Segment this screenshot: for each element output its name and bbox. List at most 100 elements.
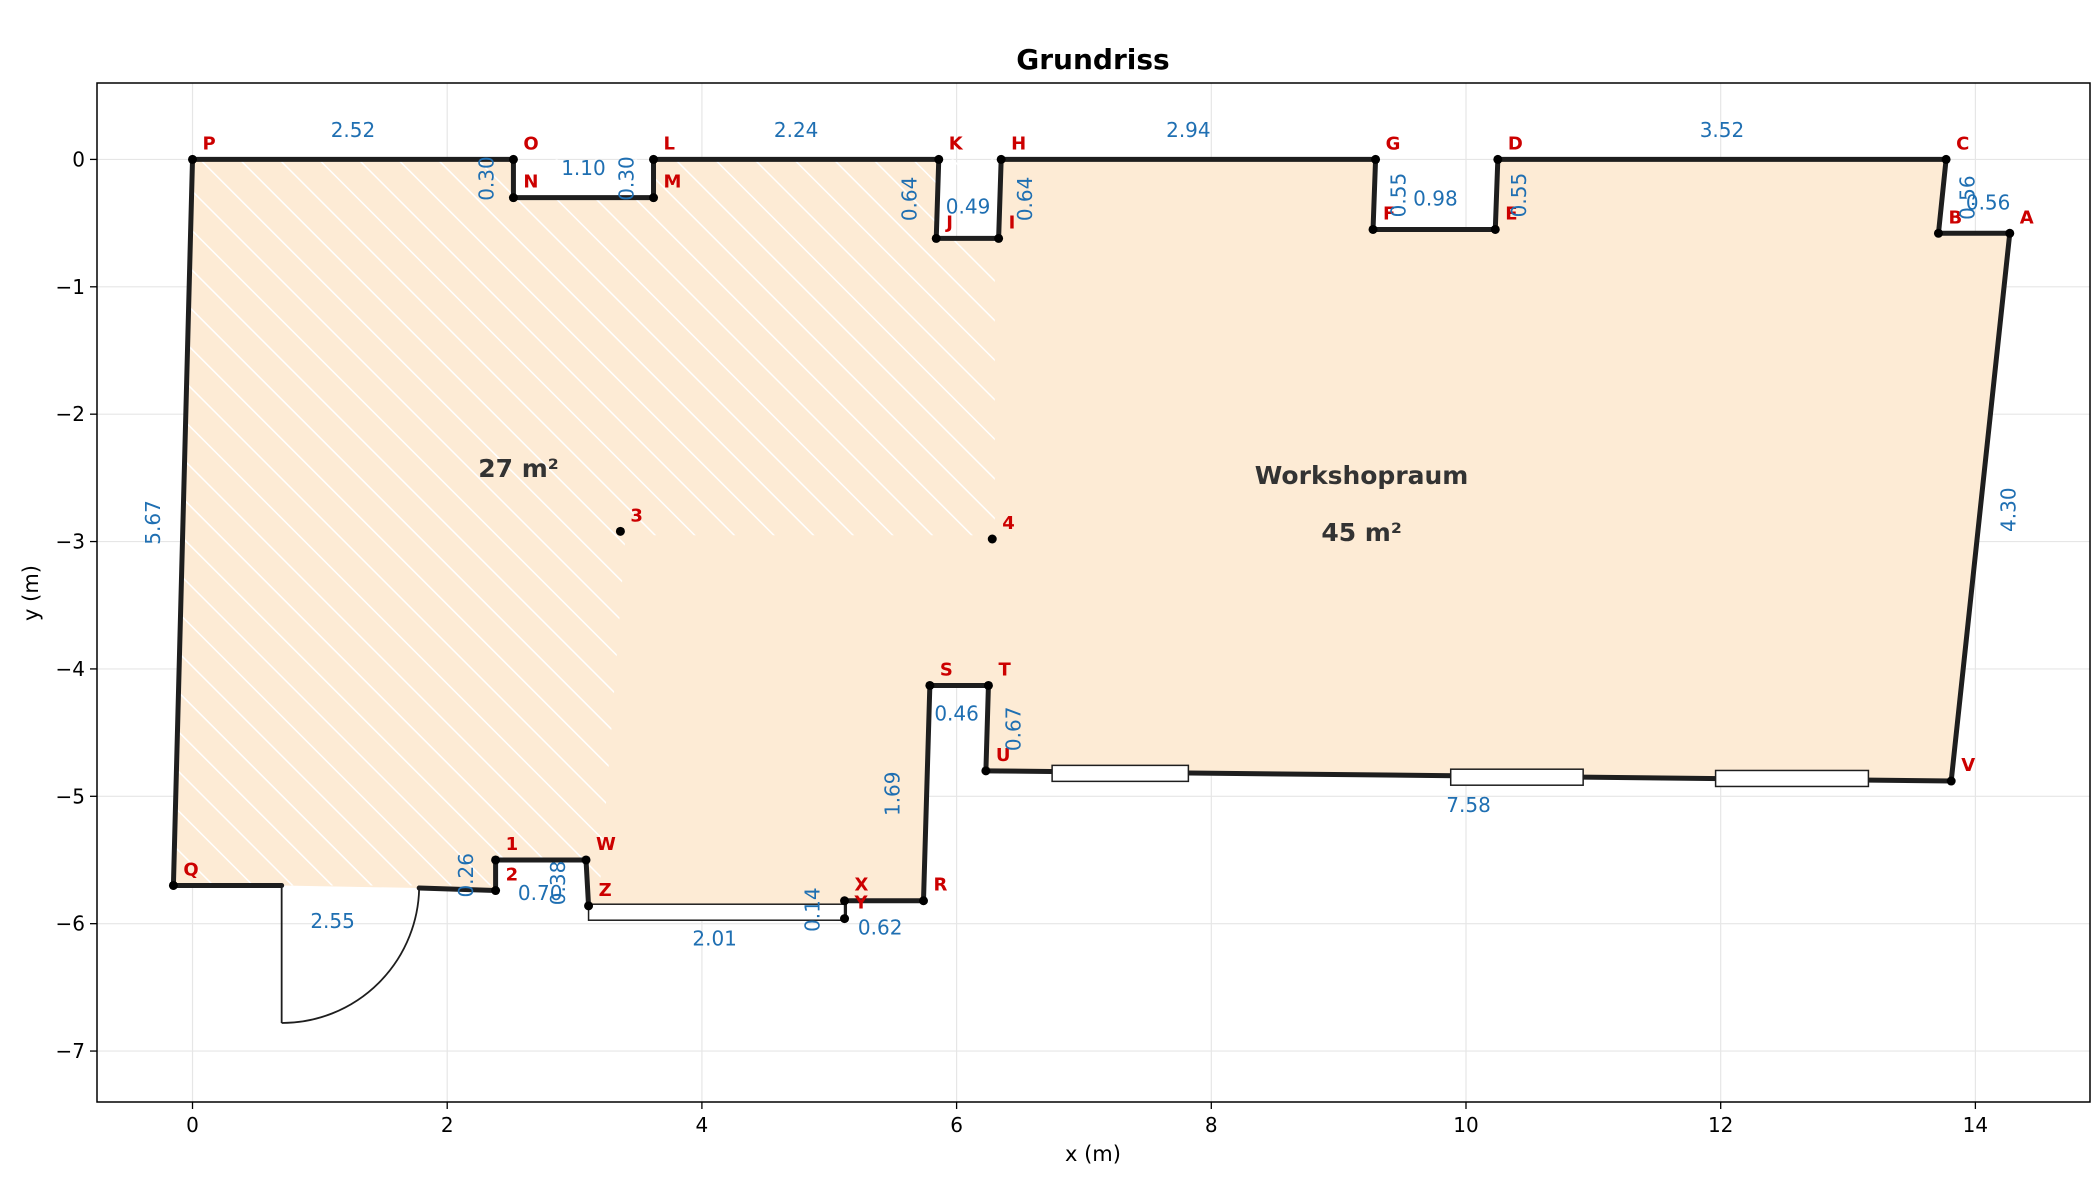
dimension-labels: 2.52 0.30 1.10 0.30 2.24 0.64 0.49 0.64 2.94 0.55… (141, 118, 2020, 951)
point-label: P (203, 133, 216, 154)
dimension-label: 2.55 (310, 909, 355, 933)
point-label: L (664, 133, 675, 154)
point-label: X (855, 875, 869, 896)
point-label: F (1383, 203, 1395, 224)
window (1449, 768, 1584, 786)
x-tick-label: 2 (441, 1113, 454, 1137)
dimension-label: 0.14 (800, 887, 824, 932)
point-label: Q (183, 859, 198, 880)
y-tick-label: −4 (56, 657, 85, 681)
dimension-label: 0.30 (474, 156, 498, 201)
point-label: G (1386, 133, 1401, 154)
point-label: H (1011, 133, 1026, 154)
y-tick-label: −7 (56, 1039, 85, 1063)
wall-segment (1492, 156, 1501, 232)
dimension-label: 1.69 (881, 771, 905, 816)
axes-frame (96, 82, 2091, 1103)
dimension-label: 0.67 (1002, 707, 1026, 752)
corner-point (981, 766, 991, 776)
corner-point (1371, 154, 1381, 164)
y-tick-label: 0 (72, 147, 85, 171)
corner-point (994, 233, 1004, 243)
corner-point (1493, 154, 1503, 164)
corner-point (1933, 228, 1943, 238)
axis-ticks: 0 2 4 6 8 10 12 140−1−2−3−4−5−6−7 (56, 147, 1989, 1137)
point-label: D (1508, 133, 1523, 154)
corner-point (996, 154, 1006, 164)
corner-point (649, 193, 659, 203)
dimension-label: 2.94 (1166, 118, 1211, 142)
x-tick-label: 14 (1963, 1113, 1988, 1137)
y-tick-label: −1 (56, 275, 85, 299)
corner-point (649, 154, 659, 164)
x-tick-label: 4 (696, 1113, 709, 1137)
wall-segment (1948, 230, 2013, 784)
corner-point (508, 154, 518, 164)
dimension-label: 0.64 (897, 177, 921, 222)
wall-segment (933, 156, 942, 241)
dimension-label: 0.55 (1507, 173, 1531, 218)
dimension-label: 0.46 (934, 701, 979, 725)
dimension-label: 0.30 (615, 156, 639, 201)
point-label: S (940, 659, 953, 680)
y-tick-label: −3 (56, 530, 85, 554)
corner-point (987, 534, 997, 544)
dimension-label: 0.49 (946, 194, 991, 218)
dimension-label: 0.55 (1386, 173, 1410, 218)
corner-point (918, 896, 928, 906)
corner-point (491, 855, 501, 865)
x-tick-label: 8 (1205, 1113, 1218, 1137)
point-label: Y (854, 893, 869, 914)
point-label: J (944, 212, 953, 233)
corner-point (931, 233, 941, 243)
y-axis-label: y (m) (19, 565, 43, 621)
point-label: N (523, 172, 538, 193)
axes-border (96, 82, 2091, 1103)
room-area: 45 m² (1321, 518, 1402, 547)
corner-point (983, 680, 993, 690)
wall-segment (416, 885, 499, 894)
corner-point (1941, 154, 1951, 164)
dimension-label: 0.26 (454, 853, 478, 898)
y-tick-label: −5 (56, 784, 85, 808)
y-tick-label: −2 (56, 402, 85, 426)
point-labels: A B C D E F G H I J K LM NO P Q R S T U V W XY Z 1 2 3 4 (183, 133, 2033, 913)
dimension-label: 7.58 (1446, 793, 1491, 817)
room-name: Workshopraum (1255, 461, 1469, 490)
point-label: A (2020, 207, 2034, 228)
wall-segment (1935, 156, 1949, 236)
point-label: 3 (630, 505, 643, 526)
point-label: 2 (506, 865, 519, 886)
point-label: T (998, 659, 1011, 680)
corner-point (508, 193, 518, 203)
wall-segment (1370, 156, 1379, 232)
corner-point (1490, 224, 1500, 234)
room-labels: 27 m² Workshopraum 45 m² (478, 454, 1468, 547)
point-label: K (949, 133, 964, 154)
x-axis-label: x (m) (1065, 1142, 1121, 1166)
x-tick-label: 12 (1708, 1113, 1733, 1137)
wall-segment (920, 682, 933, 904)
point-label: C (1956, 133, 1969, 154)
wall-segment (996, 156, 1004, 241)
corner-point (840, 914, 850, 924)
corner-point (581, 855, 591, 865)
dimension-label: 1.10 (561, 156, 606, 180)
dimension-label: 0.98 (1413, 187, 1458, 211)
point-label: Z (599, 880, 612, 901)
door-arc (281, 885, 421, 1024)
window (587, 903, 846, 921)
dimension-label: 0.70 (518, 881, 563, 905)
corner-point (188, 154, 198, 164)
corner-point (2005, 228, 2015, 238)
hatched-region (176, 159, 995, 886)
window (1714, 769, 1870, 788)
point-label: 1 (506, 834, 519, 855)
chart-title: Grundriss (1016, 43, 1169, 76)
window (1051, 764, 1190, 783)
corner-point (1368, 224, 1378, 234)
x-tick-label: 6 (950, 1113, 963, 1137)
wall-segment (170, 156, 196, 888)
dimension-label: 4.30 (1996, 487, 2020, 532)
